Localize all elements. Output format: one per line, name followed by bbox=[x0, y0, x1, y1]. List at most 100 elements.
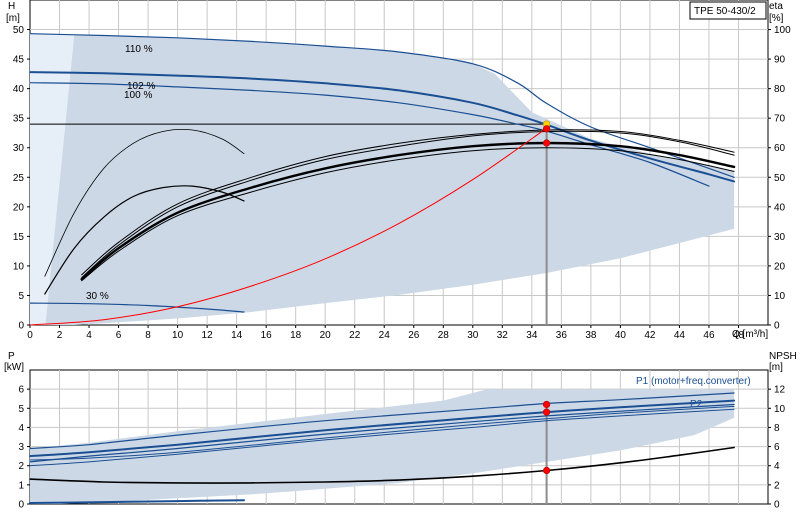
flow-axis-label: Q [m³/h] bbox=[732, 329, 768, 340]
right-tick-label: 60 bbox=[774, 143, 786, 154]
left-tick-label: 30 bbox=[13, 143, 25, 154]
x-tick-label: 14 bbox=[231, 330, 243, 341]
head-axis-label: H bbox=[8, 1, 15, 12]
x-tick-label: 20 bbox=[320, 330, 332, 341]
x-tick-label: 32 bbox=[497, 330, 509, 341]
right-tick-label: 80 bbox=[774, 84, 786, 95]
x-tick-label: 46 bbox=[703, 330, 715, 341]
eta-axis-unit: [%] bbox=[769, 13, 784, 24]
right-tick-label: 50 bbox=[774, 173, 786, 184]
right-tick-label: 90 bbox=[774, 55, 786, 66]
right-tick-label: 8 bbox=[774, 423, 780, 434]
x-tick-label: 22 bbox=[349, 330, 361, 341]
model-title: TPE 50-430/2 bbox=[694, 6, 756, 17]
top-tick-labels: 0510152025303540455001020304050607080901… bbox=[13, 25, 791, 341]
right-tick-label: 12 bbox=[774, 385, 786, 396]
power-axis-unit: [kW] bbox=[4, 362, 24, 373]
left-tick-label: 2 bbox=[18, 461, 24, 472]
power-curve bbox=[29, 405, 735, 461]
head-curve bbox=[29, 71, 736, 183]
right-tick-label: 4 bbox=[774, 461, 780, 472]
x-tick-label: 18 bbox=[290, 330, 302, 341]
npsh-curve bbox=[29, 446, 735, 484]
left-tick-label: 25 bbox=[13, 173, 25, 184]
x-tick-label: 26 bbox=[408, 330, 420, 341]
power-axis-label: P bbox=[8, 351, 15, 362]
p1-curve-label: P1 (motor+freq.converter) bbox=[636, 376, 751, 387]
curve-label-30: 30 % bbox=[86, 291, 109, 302]
left-tick-label: 3 bbox=[18, 442, 24, 453]
left-tick-label: 0 bbox=[18, 321, 24, 332]
x-tick-label: 28 bbox=[438, 330, 450, 341]
x-tick-label: 4 bbox=[86, 330, 92, 341]
eta-curve bbox=[81, 129, 735, 276]
left-tick-label: 35 bbox=[13, 114, 25, 125]
x-tick-label: 16 bbox=[261, 330, 273, 341]
top-duty-markers bbox=[542, 120, 551, 147]
x-tick-label: 30 bbox=[467, 330, 479, 341]
right-tick-label: 40 bbox=[774, 202, 786, 213]
duty-point-marker bbox=[542, 466, 551, 475]
right-tick-label: 0 bbox=[774, 500, 780, 511]
x-tick-label: 24 bbox=[379, 330, 391, 341]
right-tick-label: 2 bbox=[774, 480, 780, 491]
left-tick-label: 15 bbox=[13, 232, 25, 243]
right-tick-label: 30 bbox=[774, 232, 786, 243]
right-tick-label: 70 bbox=[774, 114, 786, 125]
model-box bbox=[689, 1, 767, 20]
left-tick-label: 5 bbox=[18, 404, 24, 415]
duty-point-marker bbox=[542, 139, 551, 147]
curve-label-100: 100 % bbox=[124, 90, 152, 101]
left-tick-label: 40 bbox=[13, 84, 25, 95]
x-tick-label: 6 bbox=[116, 330, 122, 341]
eta-curve bbox=[80, 141, 736, 281]
x-tick-label: 8 bbox=[145, 330, 151, 341]
head-eta-panel: 0510152025303540455001020304050607080901… bbox=[6, 0, 791, 341]
x-tick-label: 36 bbox=[556, 330, 568, 341]
power-curve bbox=[29, 392, 735, 450]
head-curve bbox=[29, 302, 245, 313]
operating-region-low-flow bbox=[30, 33, 75, 325]
x-tick-label: 40 bbox=[615, 330, 627, 341]
eta-axis-label: eta bbox=[769, 1, 783, 12]
x-tick-label: 10 bbox=[172, 330, 184, 341]
bottom-series-group bbox=[29, 392, 736, 504]
left-tick-label: 1 bbox=[18, 480, 24, 491]
left-tick-label: 0 bbox=[18, 500, 24, 511]
left-tick-label: 10 bbox=[13, 261, 25, 272]
right-tick-label: 6 bbox=[774, 442, 780, 453]
power-curve bbox=[29, 403, 735, 463]
left-tick-label: 5 bbox=[18, 291, 24, 302]
npsh-axis-unit: [m] bbox=[769, 362, 783, 373]
npsh-axis-label: NPSH bbox=[769, 351, 797, 362]
curve-label-102: 102 % bbox=[127, 81, 155, 92]
operating-region bbox=[30, 33, 735, 325]
right-tick-label: 0 bbox=[774, 321, 780, 332]
x-tick-label: 44 bbox=[674, 330, 686, 341]
eta-curve bbox=[44, 185, 245, 295]
left-tick-label: 45 bbox=[13, 55, 25, 66]
x-tick-label: 34 bbox=[526, 330, 538, 341]
duty-point-marker bbox=[542, 125, 551, 133]
x-tick-label: 42 bbox=[644, 330, 656, 341]
right-tick-label: 20 bbox=[774, 261, 786, 272]
eta-curve bbox=[81, 147, 735, 282]
x-tick-label: 0 bbox=[27, 330, 33, 341]
eta-curve bbox=[81, 130, 735, 279]
right-tick-label: 10 bbox=[774, 404, 786, 415]
top-operating-region bbox=[30, 33, 735, 325]
left-tick-label: 4 bbox=[18, 423, 24, 434]
p2-curve-label: P2 bbox=[690, 399, 703, 410]
power-curve bbox=[29, 408, 735, 467]
left-tick-label: 20 bbox=[13, 202, 25, 213]
right-tick-label: 100 bbox=[774, 25, 791, 36]
eta-curve bbox=[44, 128, 245, 277]
duty-point-marker bbox=[542, 408, 551, 416]
right-tick-label: 10 bbox=[774, 291, 786, 302]
top-series-group bbox=[29, 33, 736, 326]
system-curve bbox=[29, 127, 548, 326]
power-curve bbox=[29, 499, 245, 504]
head-axis-unit: [m] bbox=[6, 13, 20, 24]
